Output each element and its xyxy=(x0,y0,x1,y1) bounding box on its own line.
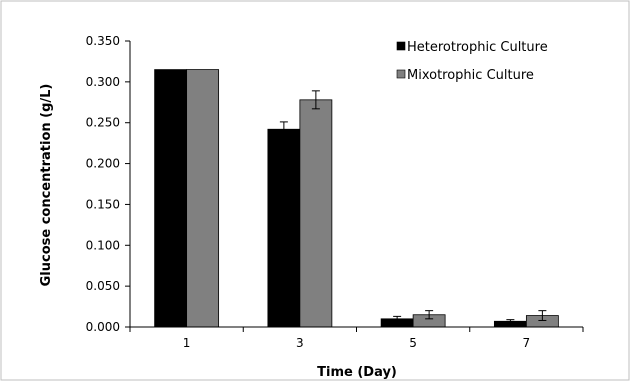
y-tick-label: 0.150 xyxy=(86,197,120,211)
y-tick-label: 0.000 xyxy=(86,320,120,334)
legend-label-mixotrophic: Mixotrophic Culture xyxy=(407,68,534,83)
y-axis-ticks: 0.000 0.050 0.100 0.150 0.200 0.250 0.300 0.350 xyxy=(86,34,130,334)
bar-mixotrophic xyxy=(186,69,220,328)
bars xyxy=(154,69,559,328)
x-tick-label: 5 xyxy=(409,336,417,350)
y-tick-label: 0.100 xyxy=(86,238,120,252)
x-axis-title: Time (Day) xyxy=(317,365,397,380)
y-tick-label: 0.250 xyxy=(86,116,120,130)
y-tick-label: 0.200 xyxy=(86,157,120,171)
legend: Heterotrophic Culture Mixotrophic Cultur… xyxy=(396,40,548,83)
x-tick-label: 7 xyxy=(523,336,531,350)
y-tick-label: 0.300 xyxy=(86,75,120,89)
legend-swatch-mixotrophic xyxy=(396,69,406,79)
legend-item-heterotrophic: Heterotrophic Culture xyxy=(396,40,548,55)
error-bars xyxy=(279,90,547,324)
x-axis-ticks: 1 3 5 7 xyxy=(129,327,584,350)
y-axis-title: Glucose concentration (g/L) xyxy=(39,84,54,287)
x-tick-label: 1 xyxy=(183,336,191,350)
y-tick-label: 0.050 xyxy=(86,279,120,293)
bar-heterotrophic xyxy=(154,69,188,328)
legend-swatch-heterotrophic xyxy=(396,41,406,51)
legend-label-heterotrophic: Heterotrophic Culture xyxy=(407,40,548,55)
bar-heterotrophic xyxy=(267,128,301,328)
y-tick-label: 0.350 xyxy=(86,34,120,48)
legend-item-mixotrophic: Mixotrophic Culture xyxy=(396,68,534,83)
x-tick-label: 3 xyxy=(296,336,304,350)
bar-mixotrophic xyxy=(299,99,333,328)
